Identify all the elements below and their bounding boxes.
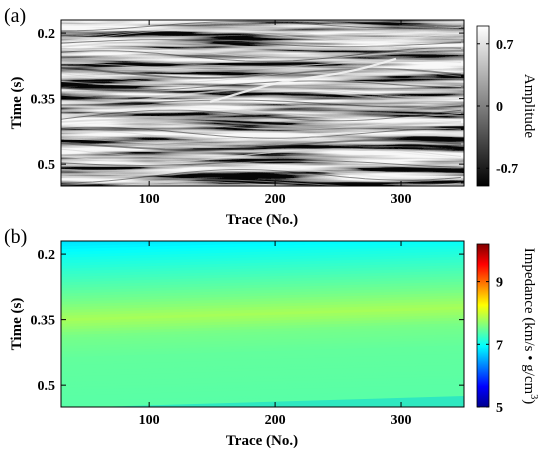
- impedance-ticks: 100 200 300 0.2 0.35 0.5: [31, 241, 464, 428]
- amplitude-colorbar-tick-label: 0.7: [496, 38, 514, 53]
- panel-label-a: (a): [4, 5, 26, 27]
- seismic-reflector: [61, 169, 462, 184]
- impedance-axes-frame: [60, 240, 465, 408]
- seismic-reflector: [61, 160, 462, 172]
- seismic-x-axis-title: Trace (No.): [226, 212, 298, 228]
- impedance-colorbar: [476, 243, 490, 408]
- impedance-colorbar-ticks: 9 7 5: [477, 276, 503, 416]
- seismic-reflector: [61, 179, 462, 186]
- seismic-reflector: [61, 109, 462, 122]
- seismic-y-axis-title: Time (s): [9, 77, 25, 130]
- impedance-image: [61, 241, 464, 407]
- seismic-reflector: [61, 47, 462, 62]
- impedance-colorbar-tick-label: 9: [496, 276, 503, 291]
- impedance-y-tick-label: 0.5: [38, 379, 56, 394]
- impedance-x-tick-label: 300: [391, 413, 412, 428]
- seismic-image: [61, 20, 464, 186]
- impedance-panel: 100 200 300 0.2 0.35 0.5 (b) Trace (No.) Time…: [4, 226, 539, 449]
- seismic-reflector: [61, 68, 462, 83]
- amplitude-colorbar-tick-label: 0: [496, 100, 503, 115]
- seismic-reflectors: [61, 20, 462, 186]
- seismic-reflector: [61, 39, 462, 50]
- seismic-reflector: [61, 148, 462, 163]
- impedance-x-tick-label: 200: [265, 413, 286, 428]
- impedance-colorbar-title: Impedance (km/s • g/cm3): [521, 248, 539, 404]
- impedance-layer: [61, 392, 464, 407]
- impedance-layer: [61, 241, 188, 245]
- impedance-colorbar-tick-label: 5: [496, 401, 503, 416]
- impedance-layers: [61, 241, 464, 407]
- seismic-reflector: [61, 167, 462, 181]
- seismic-reflector: [61, 127, 462, 142]
- impedance-x-tick-label: 100: [139, 413, 160, 428]
- seismic-reflector: [61, 107, 462, 120]
- seismic-reflector: [61, 99, 462, 108]
- panel-label-b: (b): [4, 226, 27, 248]
- seismic-reflector: [61, 118, 462, 128]
- seismic-reflector: [106, 181, 462, 186]
- seismic-y-tick-label: 0.2: [38, 27, 56, 42]
- seismic-axes-frame: [60, 19, 465, 187]
- seismic-y-tick-label: 0.35: [31, 93, 56, 108]
- seismic-y-tick-label: 0.5: [38, 158, 56, 173]
- amplitude-colorbar-ticks: 0.7 0 -0.7: [477, 38, 518, 177]
- seismic-ticks: 100 200 300 0.2 0.35 0.5: [31, 20, 464, 207]
- impedance-x-axis-title: Trace (No.): [226, 433, 298, 449]
- seismic-reflector: [61, 119, 462, 130]
- impedance-y-tick-label: 0.2: [38, 248, 56, 263]
- seismic-bright-reflector: [209, 57, 397, 103]
- seismic-reflector: [61, 58, 462, 67]
- seismic-reflector: [61, 88, 462, 104]
- amplitude-colorbar-title: Amplitude: [521, 74, 537, 139]
- seismic-reflector: [61, 126, 462, 139]
- seismic-reflector: [61, 29, 462, 42]
- seismic-reflector: [61, 139, 462, 151]
- seismic-reflector: [61, 46, 462, 59]
- impedance-y-tick-label: 0.35: [31, 314, 56, 329]
- seismic-reflector: [61, 21, 462, 32]
- impedance-colorbar-tick-label: 7: [496, 338, 503, 353]
- seismic-x-tick-label: 300: [391, 192, 412, 207]
- seismic-x-tick-label: 200: [265, 192, 286, 207]
- seismic-x-tick-label: 100: [139, 192, 160, 207]
- seismic-reflector: [61, 80, 462, 91]
- seismic-reflector: [61, 101, 462, 112]
- seismic-panel: 100 200 300 0.2 0.35 0.5 (a) Trace (No.) Time…: [4, 5, 537, 228]
- amplitude-colorbar-tick-label: -0.7: [496, 162, 518, 177]
- impedance-y-axis-title: Time (s): [9, 298, 25, 351]
